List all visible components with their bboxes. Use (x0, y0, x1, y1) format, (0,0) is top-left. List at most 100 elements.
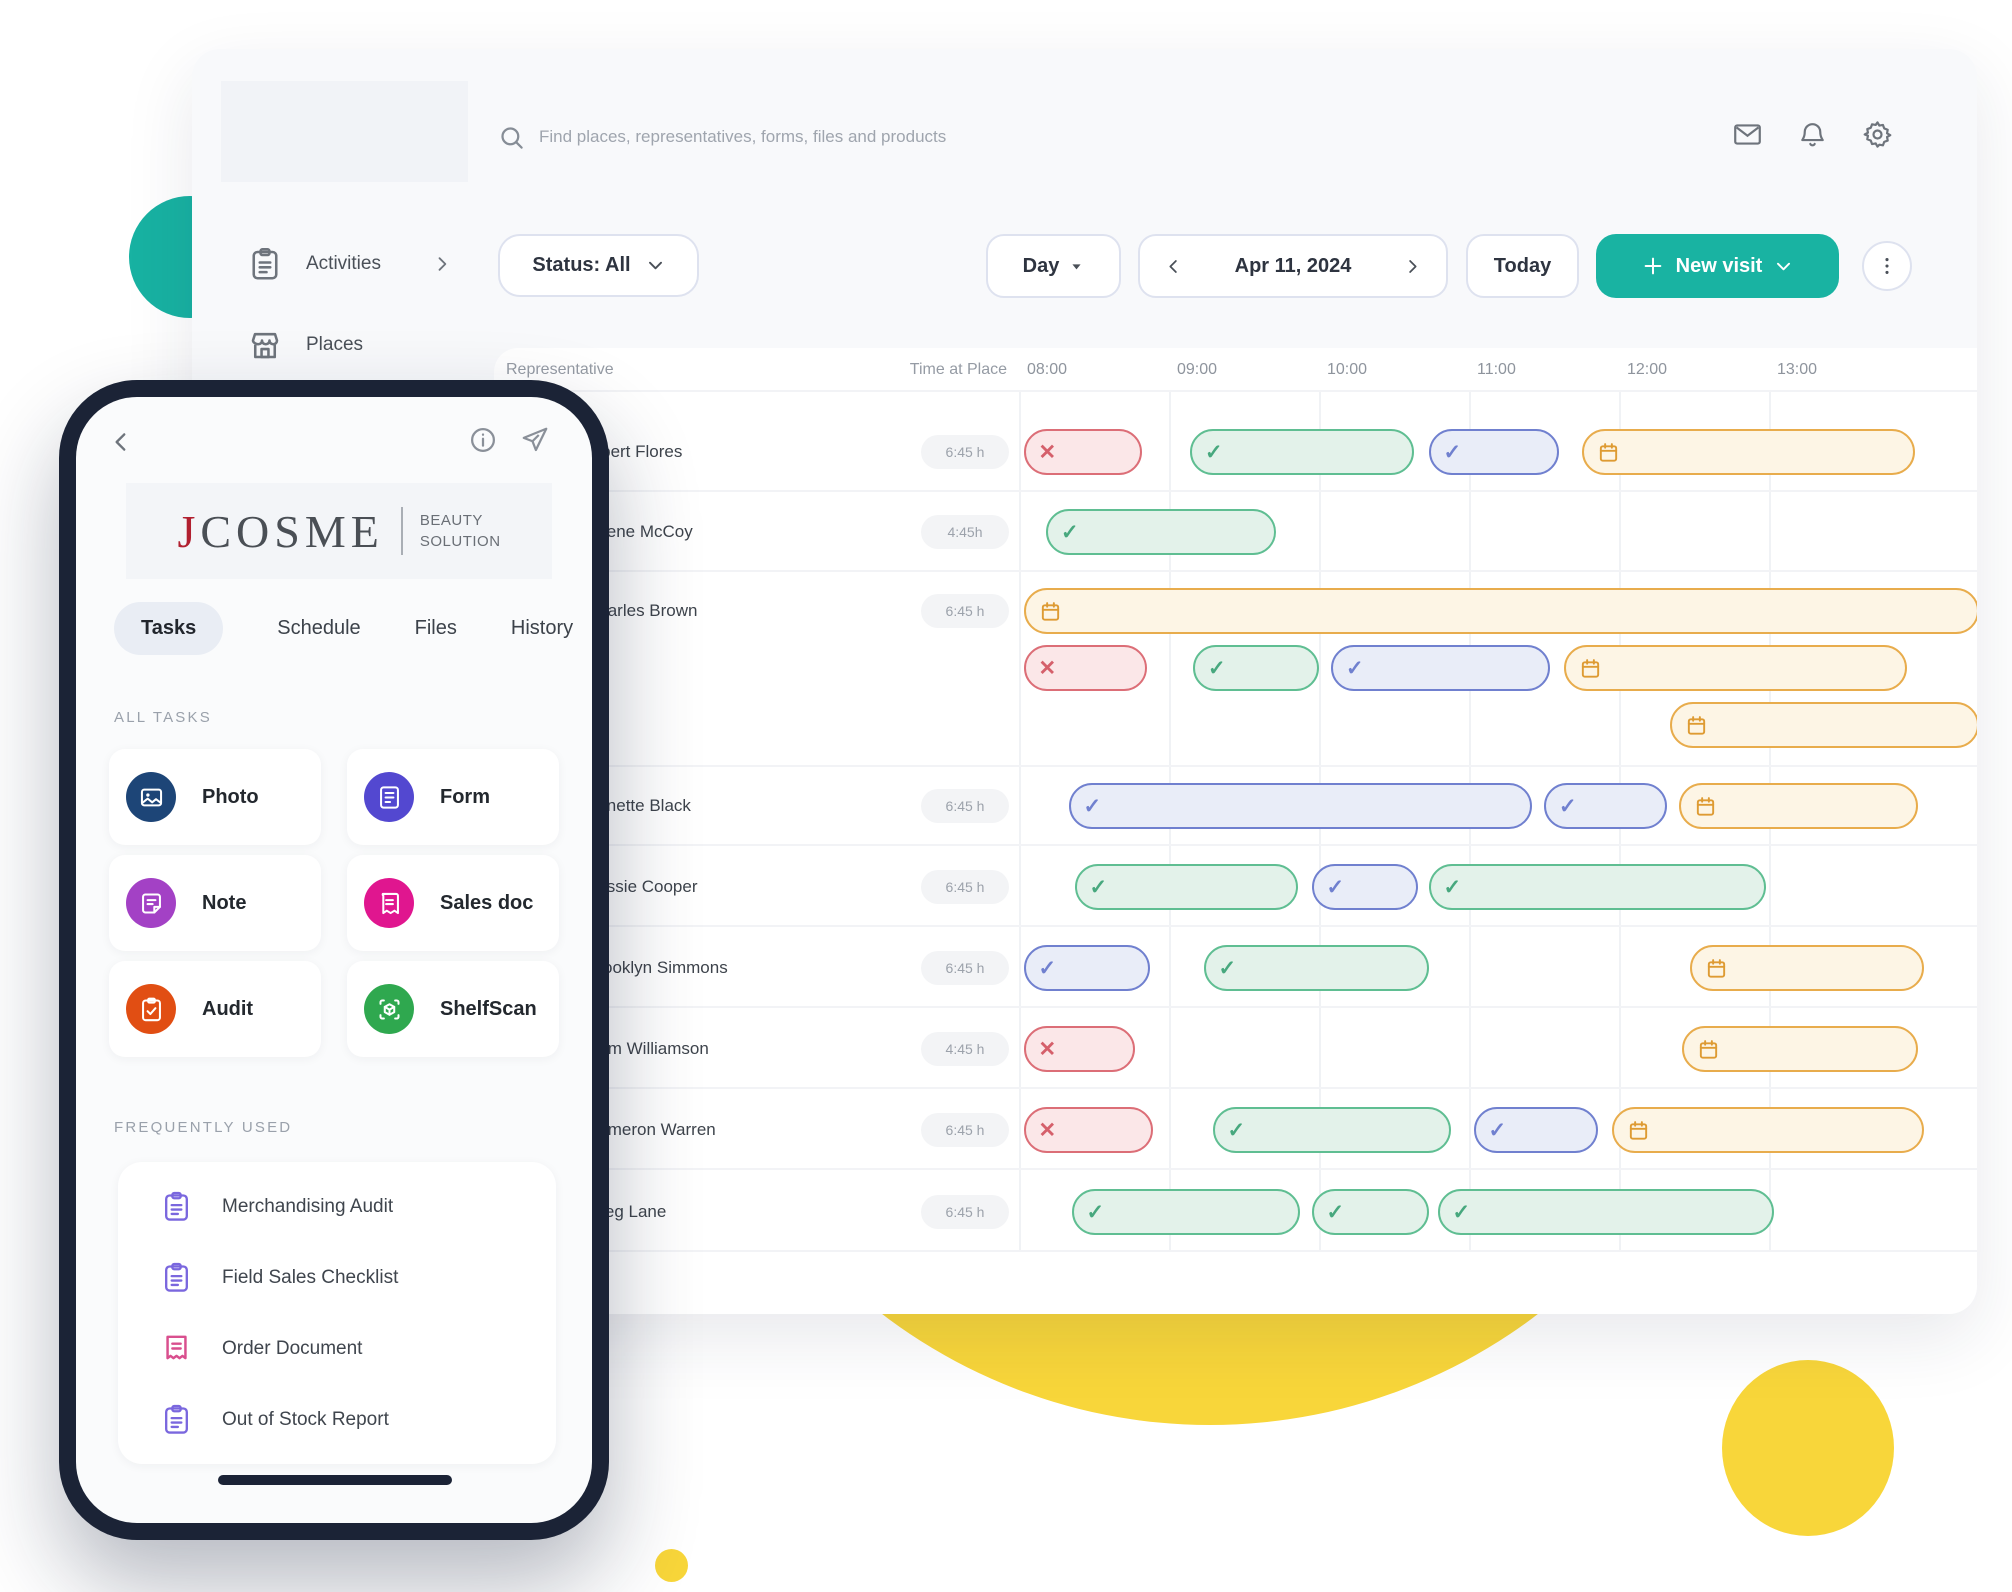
info-icon[interactable] (468, 425, 498, 455)
check-mark-icon: ✓ (1326, 875, 1345, 899)
mail-icon[interactable] (1732, 119, 1763, 150)
tab-tasks[interactable]: Tasks (114, 601, 224, 655)
storefront-icon (247, 327, 283, 363)
visit-pill-done[interactable]: ✓ (1437, 1189, 1774, 1235)
visit-pill-done[interactable]: ✓ (1074, 864, 1298, 910)
task-card-note[interactable]: Note (109, 855, 321, 951)
task-card-sales-doc[interactable]: Sales doc (347, 855, 559, 951)
visit-pill-confirmed[interactable]: ✓ (1311, 864, 1418, 910)
visit-pill-planned[interactable] (1679, 783, 1918, 829)
visit-pill-done[interactable]: ✓ (1046, 509, 1276, 555)
visit-pill-done[interactable]: ✓ (1311, 1189, 1429, 1235)
visit-pill-confirmed[interactable]: ✓ (1331, 645, 1550, 691)
list-item-label: Field Sales Checklist (222, 1266, 399, 1288)
brand-tagline: BEAUTY SOLUTION (419, 512, 501, 550)
visit-pill-missed[interactable]: ✕ (1023, 1026, 1135, 1072)
prev-day-button[interactable] (1164, 257, 1183, 276)
sidebar-item-activities[interactable]: Activities (247, 246, 452, 282)
visit-pill-confirmed[interactable]: ✓ (1473, 1107, 1598, 1153)
tab-history[interactable]: History (510, 616, 574, 639)
table-row: Arlene McCoy 4:45h ✓ (494, 492, 1977, 572)
tab-schedule[interactable]: Schedule (277, 616, 361, 639)
representative-name: Cameron Warren (586, 1120, 716, 1139)
clipboard-lines-icon (160, 1190, 193, 1223)
check-mark-icon: ✓ (1326, 1200, 1345, 1224)
visit-pill-done[interactable]: ✓ (1190, 429, 1414, 475)
list-item-order-document[interactable]: Order Document (118, 1313, 556, 1384)
task-card-shelfscan[interactable]: ShelfScan (347, 961, 559, 1057)
sidebar-item-label: Places (306, 334, 364, 355)
time-at-place-value: 4:45h (921, 515, 1009, 549)
time-at-place-value: 6:45 h (921, 435, 1009, 469)
visit-pill-planned[interactable] (1611, 1107, 1924, 1153)
visit-pill-planned[interactable] (1682, 1026, 1918, 1072)
visit-pill-done[interactable]: ✓ (1193, 645, 1319, 691)
home-indicator (218, 1475, 452, 1485)
list-item-merchandising-audit[interactable]: Merchandising Audit (118, 1171, 556, 1242)
representative-name: Charles Brown (586, 601, 698, 620)
yellow-decor-dot (655, 1549, 688, 1582)
visit-pill-missed[interactable]: ✕ (1023, 645, 1147, 691)
settings-icon[interactable] (1862, 119, 1893, 150)
visit-pill-confirmed[interactable]: ✓ (1428, 429, 1559, 475)
time-at-place-value: 6:45 h (921, 1113, 1009, 1147)
task-card-audit[interactable]: Audit (109, 961, 321, 1057)
notifications-icon[interactable] (1797, 119, 1828, 150)
today-button[interactable]: Today (1466, 234, 1579, 298)
back-icon[interactable] (108, 429, 134, 455)
visit-pill-planned[interactable] (1670, 702, 1977, 748)
new-visit-button[interactable]: New visit (1596, 234, 1839, 298)
task-icon-circle (364, 772, 414, 822)
more-options-button[interactable] (1862, 241, 1912, 291)
dots-vertical-icon (1876, 255, 1898, 277)
visit-pill-planned[interactable] (1023, 588, 1977, 634)
view-mode-label: Day (1022, 254, 1060, 277)
chevron-down-icon (646, 256, 665, 275)
brand-rest: COSME (200, 505, 384, 557)
visit-pill-confirmed[interactable]: ✓ (1068, 783, 1532, 829)
calendar-icon (1697, 1038, 1720, 1061)
tab-files[interactable]: Files (414, 616, 457, 639)
visit-pill-missed[interactable]: ✕ (1023, 429, 1142, 475)
visit-pill-done[interactable]: ✓ (1071, 1189, 1300, 1235)
search-input[interactable] (539, 127, 1099, 147)
today-label: Today (1493, 254, 1552, 277)
hour-label: 12:00 (1627, 361, 1668, 378)
schedule-panel: Representative Time at Place 08:00 09:00 1… (494, 348, 1977, 1314)
visit-pill-missed[interactable]: ✕ (1023, 1107, 1153, 1153)
list-item-out-of-stock-report[interactable]: Out of Stock Report (118, 1384, 556, 1455)
brand-logo: JCOSME BEAUTY SOLUTION (126, 483, 552, 579)
task-label: Form (440, 785, 490, 808)
chevron-right-icon (432, 254, 452, 274)
status-filter-dropdown[interactable]: Status: All (498, 234, 699, 297)
current-date-label[interactable]: Apr 11, 2024 (1234, 254, 1352, 277)
visit-pill-planned[interactable] (1581, 429, 1915, 475)
table-row: Cameron Warren 6:45 h ✕ ✓ ✓ (494, 1089, 1977, 1170)
sidebar-item-places[interactable]: Places (247, 327, 363, 363)
task-card-photo[interactable]: Photo (109, 749, 321, 845)
representative-name: Cam Williamson (586, 1039, 709, 1058)
list-item-field-sales-checklist[interactable]: Field Sales Checklist (118, 1242, 556, 1313)
visit-pill-planned[interactable] (1563, 645, 1907, 691)
row-separator (494, 925, 1977, 927)
visit-pill-done[interactable]: ✓ (1212, 1107, 1451, 1153)
next-day-button[interactable] (1403, 257, 1422, 276)
view-mode-dropdown[interactable]: Day (986, 234, 1121, 298)
task-card-form[interactable]: Form (347, 749, 559, 845)
visit-pill-confirmed[interactable]: ✓ (1023, 945, 1150, 991)
visit-pill-confirmed[interactable]: ✓ (1544, 783, 1667, 829)
visit-pill-planned[interactable] (1689, 945, 1924, 991)
check-mark-icon: ✓ (1559, 794, 1577, 818)
visit-pill-done[interactable]: ✓ (1203, 945, 1429, 991)
task-icon-circle (364, 984, 414, 1034)
audit-icon (138, 996, 165, 1023)
visit-pill-done[interactable]: ✓ (1428, 864, 1766, 910)
calendar-icon (1579, 657, 1602, 680)
phone-tabs: Tasks Schedule Files History (114, 599, 592, 657)
check-mark-icon: ✓ (1443, 875, 1462, 899)
check-mark-icon: ✓ (1443, 440, 1462, 464)
send-icon[interactable] (520, 425, 550, 455)
brand-initial: J (177, 505, 201, 557)
time-at-place-value: 6:45 h (921, 1195, 1009, 1229)
row-separator (494, 390, 1977, 392)
